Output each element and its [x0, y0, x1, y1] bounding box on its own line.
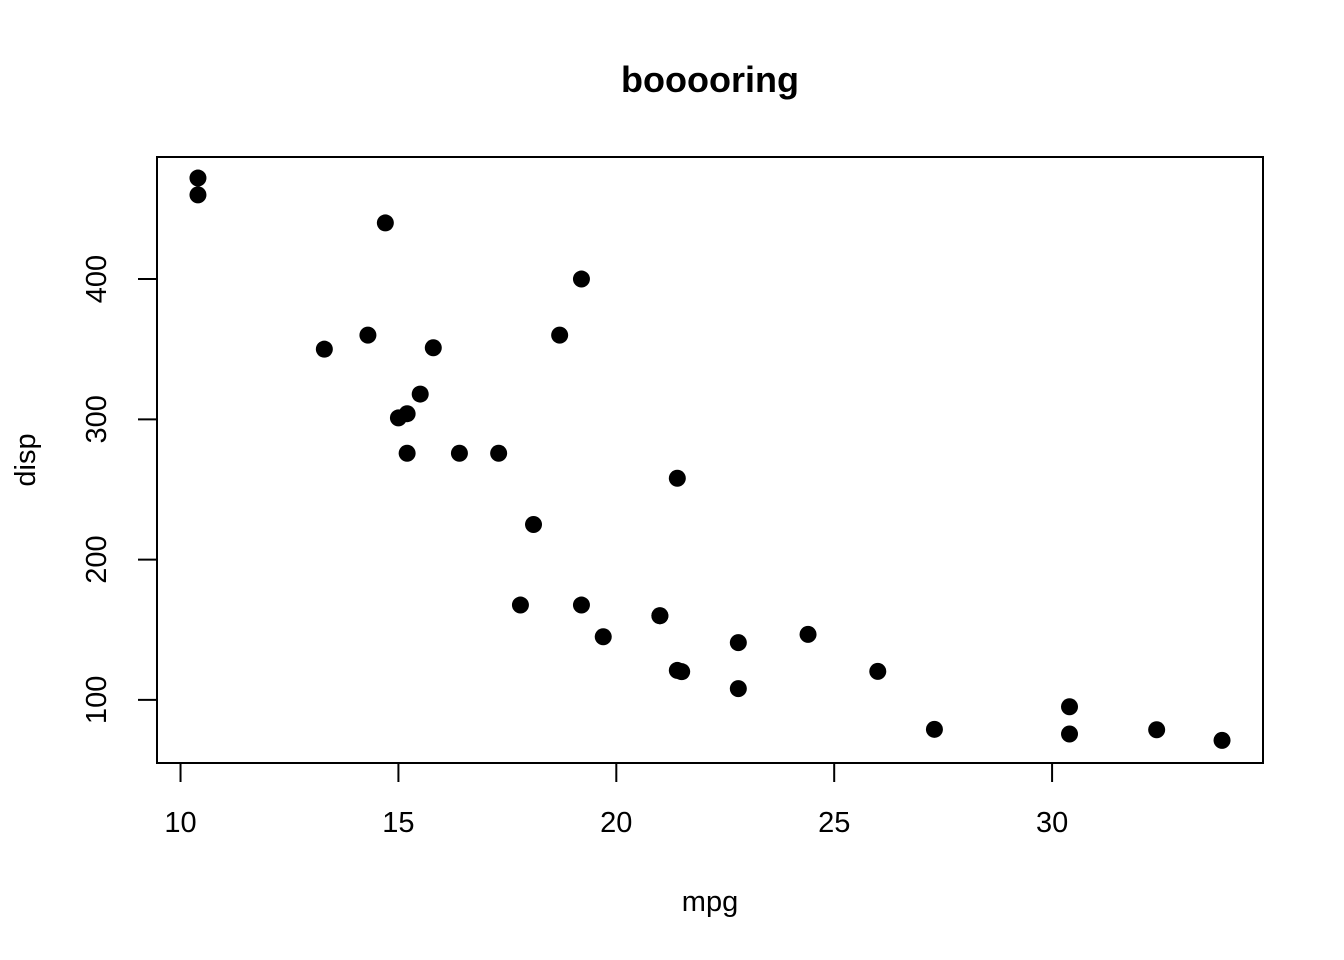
data-point	[729, 634, 747, 652]
x-tick-label: 20	[600, 807, 632, 839]
data-point	[799, 625, 817, 643]
data-point	[668, 469, 686, 487]
data-point	[551, 326, 569, 344]
y-axis: 100 200 300 400	[81, 255, 158, 724]
data-point	[668, 661, 686, 679]
y-tick-label: 200	[81, 535, 113, 583]
x-tick-label: 15	[382, 807, 414, 839]
data-point	[1148, 721, 1166, 739]
data-point	[572, 596, 590, 614]
data-points	[189, 169, 1231, 749]
y-axis-label: disp	[10, 433, 42, 486]
data-point	[511, 596, 529, 614]
x-axis-label: mpg	[682, 886, 738, 918]
data-point	[594, 628, 612, 646]
data-point	[1061, 698, 1079, 716]
x-tick-label: 10	[164, 807, 196, 839]
data-point	[450, 444, 468, 462]
chart-title: booooring	[621, 59, 799, 100]
data-point	[389, 409, 407, 427]
data-point	[359, 326, 377, 344]
data-point	[651, 607, 669, 625]
data-point	[869, 662, 887, 680]
data-point	[525, 516, 543, 534]
x-tick-label: 30	[1036, 807, 1068, 839]
data-point	[424, 339, 442, 357]
y-tick-label: 400	[81, 255, 113, 303]
y-tick-label: 300	[81, 395, 113, 443]
data-point	[398, 444, 416, 462]
data-point	[925, 720, 943, 738]
x-axis: 10 15 20 25 30	[164, 762, 1068, 839]
data-point	[189, 169, 207, 187]
data-point	[376, 214, 394, 232]
data-point	[1061, 725, 1079, 743]
data-point	[490, 444, 508, 462]
data-point	[315, 340, 333, 358]
data-point	[411, 385, 429, 403]
plot-frame	[156, 156, 1264, 764]
data-point	[729, 680, 747, 698]
data-point	[572, 270, 590, 288]
data-point	[1213, 731, 1231, 749]
data-point	[189, 186, 207, 204]
x-tick-label: 25	[818, 807, 850, 839]
y-tick-label: 100	[81, 676, 113, 724]
